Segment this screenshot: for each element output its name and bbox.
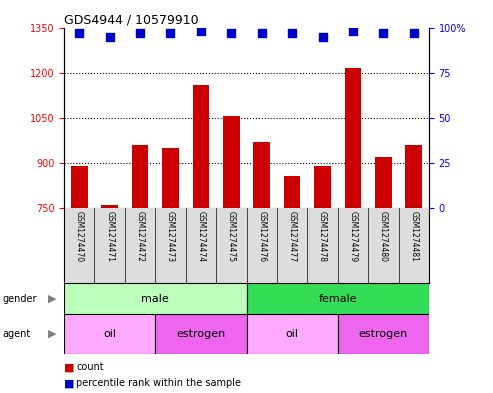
Bar: [102, 205, 118, 208]
Bar: [193, 85, 209, 208]
Point: [197, 28, 205, 34]
Point: [288, 30, 296, 36]
Text: GSM1274470: GSM1274470: [75, 211, 84, 262]
Text: GSM1274478: GSM1274478: [318, 211, 327, 261]
Bar: [155, 314, 246, 354]
Text: ■: ■: [64, 362, 74, 373]
Point: [258, 30, 266, 36]
Bar: [162, 148, 179, 208]
Text: percentile rank within the sample: percentile rank within the sample: [76, 378, 242, 388]
Bar: [64, 314, 155, 354]
Bar: [132, 145, 148, 208]
Text: male: male: [141, 294, 169, 304]
Point: [349, 28, 357, 34]
Text: GSM1274476: GSM1274476: [257, 211, 266, 262]
Text: ▶: ▶: [47, 294, 56, 304]
Bar: [284, 176, 300, 208]
Text: count: count: [76, 362, 104, 373]
Bar: [64, 283, 246, 314]
Point: [318, 33, 326, 40]
Text: GSM1274481: GSM1274481: [409, 211, 418, 261]
Bar: [71, 166, 88, 208]
Text: oil: oil: [285, 329, 299, 339]
Bar: [345, 68, 361, 208]
Bar: [314, 166, 331, 208]
Bar: [375, 157, 391, 208]
Bar: [246, 314, 338, 354]
Text: gender: gender: [2, 294, 37, 304]
Text: GSM1274479: GSM1274479: [349, 211, 357, 262]
Point: [167, 30, 175, 36]
Text: GSM1274475: GSM1274475: [227, 211, 236, 262]
Text: GSM1274474: GSM1274474: [196, 211, 206, 262]
Text: female: female: [318, 294, 357, 304]
Text: GSM1274473: GSM1274473: [166, 211, 175, 262]
Text: GSM1274471: GSM1274471: [105, 211, 114, 261]
Bar: [246, 283, 429, 314]
Bar: [405, 145, 422, 208]
Text: agent: agent: [2, 329, 31, 339]
Bar: [223, 116, 240, 208]
Bar: [253, 142, 270, 208]
Point: [136, 30, 144, 36]
Point: [106, 33, 113, 40]
Point: [410, 30, 418, 36]
Text: oil: oil: [103, 329, 116, 339]
Text: ▶: ▶: [47, 329, 56, 339]
Text: GSM1274477: GSM1274477: [287, 211, 297, 262]
Point: [75, 30, 83, 36]
Text: GSM1274480: GSM1274480: [379, 211, 388, 261]
Text: GDS4944 / 10579910: GDS4944 / 10579910: [64, 13, 199, 26]
Text: ■: ■: [64, 378, 74, 388]
Text: estrogen: estrogen: [359, 329, 408, 339]
Point: [227, 30, 235, 36]
Bar: [338, 314, 429, 354]
Text: estrogen: estrogen: [176, 329, 225, 339]
Point: [380, 30, 387, 36]
Text: GSM1274472: GSM1274472: [136, 211, 144, 261]
